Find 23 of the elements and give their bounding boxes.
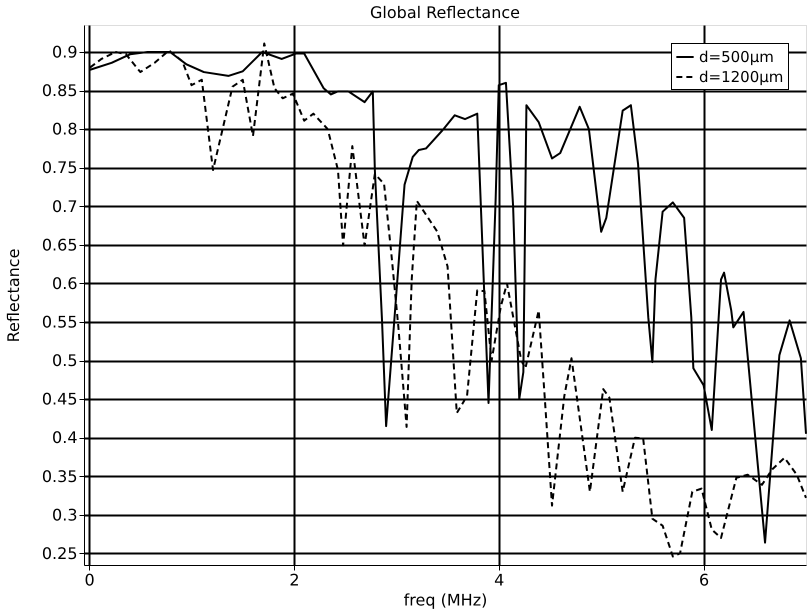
y-tick-label: 0.6 — [52, 274, 78, 293]
y-tick-label: 0.4 — [52, 428, 78, 448]
y-tick-label: 0.5 — [52, 351, 78, 370]
y-tick-label: 0.3 — [52, 505, 78, 524]
y-tick-label: 0.25 — [42, 544, 78, 563]
y-tick-label: 0.55 — [42, 312, 78, 332]
legend-label: d=500µm — [699, 48, 774, 66]
x-tick-label: 0 — [84, 570, 95, 590]
y-tick-label: 0.9 — [52, 42, 78, 62]
y-tick-label: 0.65 — [42, 235, 78, 254]
y-tick-label: 0.85 — [42, 81, 78, 100]
x-tick-label: 2 — [289, 570, 300, 590]
legend-label: d=1200µm — [699, 68, 784, 86]
x-tick-label: 6 — [698, 570, 710, 590]
y-tick-label: 0.8 — [52, 120, 78, 139]
y-tick-label: 0.75 — [42, 158, 78, 178]
y-tick-label: 0.7 — [52, 196, 78, 216]
y-tick-label: 0.45 — [42, 390, 78, 409]
x-axis-title: freq (MHz) — [404, 590, 488, 610]
x-tick-label: 4 — [494, 570, 504, 590]
y-axis-title: Reflectance — [4, 248, 23, 342]
y-tick-label: 0.35 — [42, 466, 78, 486]
chart-title: Global Reflectance — [370, 3, 520, 22]
